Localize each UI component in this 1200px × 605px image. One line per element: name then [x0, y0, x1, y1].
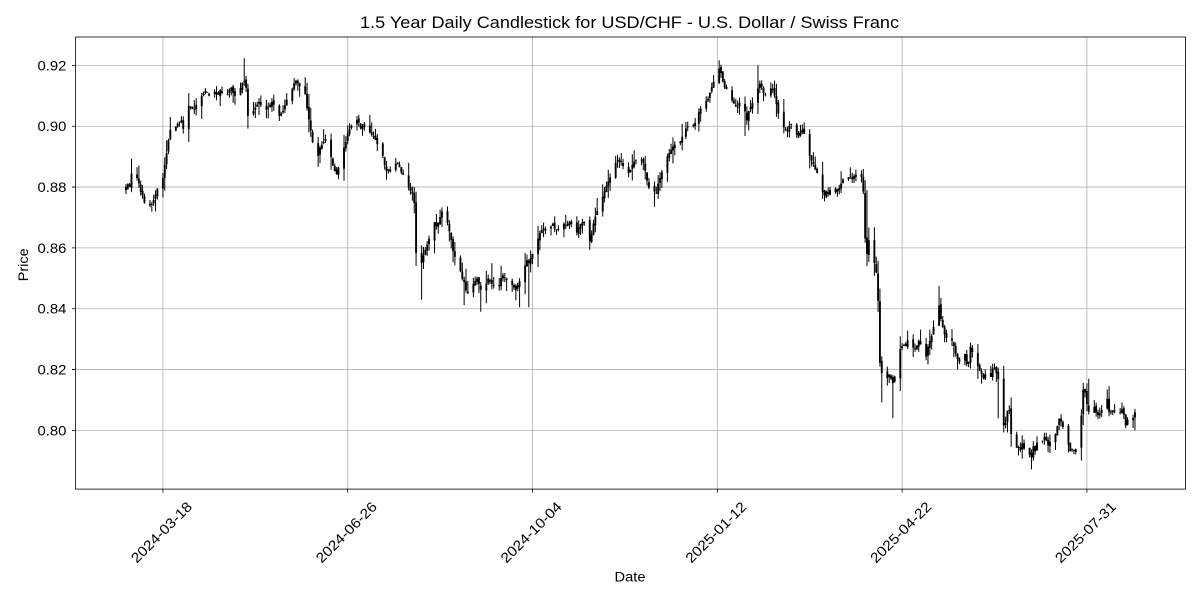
- svg-text:Date: Date: [615, 569, 646, 585]
- svg-text:0.86: 0.86: [38, 240, 67, 256]
- svg-text:0.80: 0.80: [38, 422, 67, 438]
- svg-text:1.5 Year Daily Candlestick for: 1.5 Year Daily Candlestick for USD/CHF -…: [360, 13, 899, 32]
- svg-text:0.84: 0.84: [38, 301, 67, 317]
- svg-text:0.88: 0.88: [38, 179, 67, 195]
- svg-text:0.92: 0.92: [38, 57, 67, 73]
- svg-text:Price: Price: [15, 248, 31, 281]
- svg-text:0.90: 0.90: [38, 118, 67, 134]
- svg-text:0.82: 0.82: [38, 362, 67, 378]
